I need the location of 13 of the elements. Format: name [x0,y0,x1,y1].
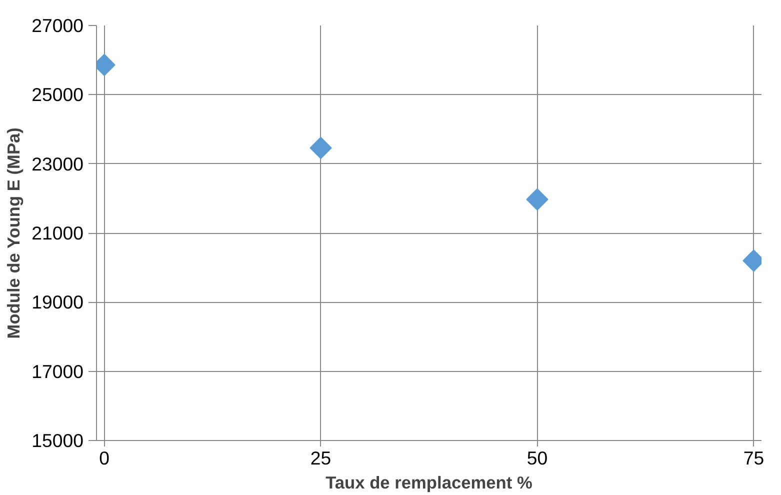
y-tick-label: 17000 [32,360,84,382]
y-tick-label: 21000 [32,222,84,244]
y-tick-label: 25000 [32,84,84,106]
x-axis-title: Taux de remplacement % [326,472,532,492]
y-tick-label: 27000 [32,15,84,36]
x-tick-label: 75 [743,448,764,468]
x-tick-label: 50 [526,448,548,468]
x-tick-label: 0 [99,448,110,468]
y-tick-label: 15000 [32,430,84,451]
y-axis-title: Module de Young E (MPa) [4,128,24,339]
y-tick-label: 19000 [32,292,84,313]
x-tick-label: 25 [310,448,332,468]
y-tick-label: 23000 [32,153,84,174]
